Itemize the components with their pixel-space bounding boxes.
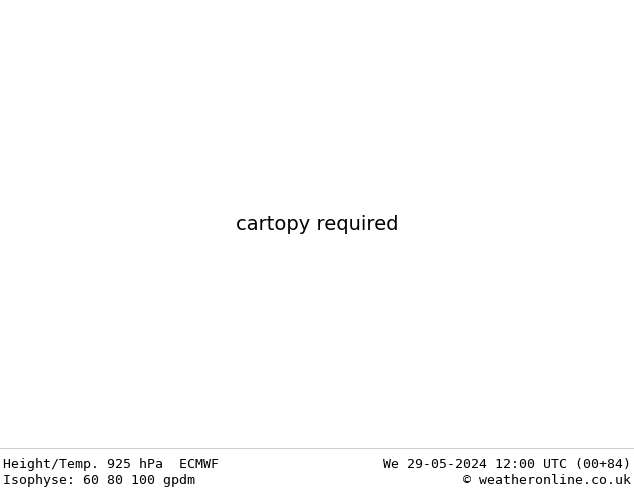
- Text: Isophyse: 60 80 100 gpdm: Isophyse: 60 80 100 gpdm: [3, 474, 195, 487]
- Text: We 29-05-2024 12:00 UTC (00+84): We 29-05-2024 12:00 UTC (00+84): [383, 458, 631, 470]
- Text: © weatheronline.co.uk: © weatheronline.co.uk: [463, 474, 631, 487]
- Text: Height/Temp. 925 hPa  ECMWF: Height/Temp. 925 hPa ECMWF: [3, 458, 219, 470]
- Text: cartopy required: cartopy required: [236, 215, 398, 234]
